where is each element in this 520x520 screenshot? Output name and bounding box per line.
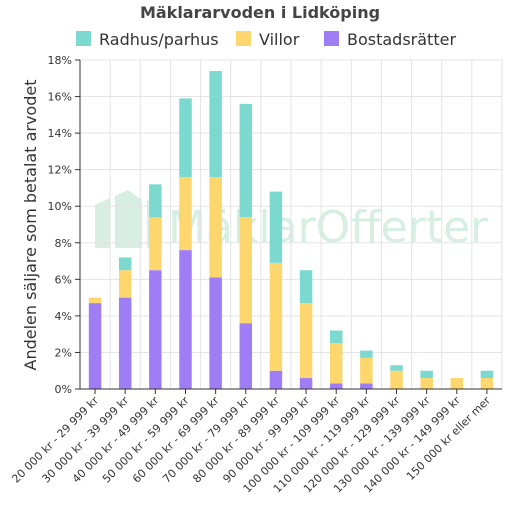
y-tick-label: 12% — [48, 164, 72, 177]
bar-segment-radhus-parhus — [209, 70, 222, 177]
chart-title: Mäklararvoden i Lidköping — [140, 3, 380, 22]
bar-segment-villor — [149, 217, 162, 271]
y-axis-label: Andelen säljare som betalat arvodet — [21, 80, 40, 371]
bar-segment-villor — [329, 343, 343, 384]
bar-segment-villor — [209, 176, 222, 278]
bar-segment-radhus-parhus — [118, 257, 132, 271]
legend-label-1: Villor — [259, 30, 300, 49]
bar-segment-radhus-parhus — [179, 98, 192, 177]
bar-segment-radhus-parhus — [329, 330, 343, 344]
bar-segment-radhus-parhus — [269, 191, 283, 263]
bar-segment-villor — [88, 297, 102, 304]
bar-segment-radhus-parhus — [239, 103, 253, 218]
bar-segment-radhus-parhus — [360, 350, 373, 358]
bar-segment-bostadsr-tter — [360, 383, 373, 389]
bar-segment-villor — [299, 303, 313, 379]
bar-segment-radhus-parhus — [149, 184, 162, 218]
bar-segment-villor — [450, 378, 464, 389]
y-tick-label: 4% — [55, 310, 72, 323]
bar-segment-radhus-parhus — [390, 365, 403, 371]
y-axis: 0% 2% 4% 6% 8% 10% 12% 14% 16% 18% — [48, 54, 81, 396]
bar-segment-bostadsr-tter — [209, 277, 222, 389]
bar-segment-bostadsr-tter — [118, 297, 132, 389]
legend-label-0: Radhus/parhus — [99, 30, 219, 49]
bar-segment-bostadsr-tter — [269, 370, 283, 389]
legend-swatch-0 — [76, 31, 91, 46]
bars — [88, 70, 494, 389]
y-tick-label: 8% — [55, 237, 72, 250]
bar-segment-radhus-parhus — [420, 370, 433, 379]
bar-segment-villor — [179, 176, 192, 251]
bar-segment-bostadsr-tter — [239, 323, 253, 389]
bar-segment-villor — [239, 217, 253, 324]
y-tick-label: 2% — [55, 346, 72, 359]
legend-swatch-1 — [236, 31, 251, 46]
bar-segment-bostadsr-tter — [149, 270, 162, 389]
y-tick-label: 16% — [48, 91, 72, 104]
bar-segment-radhus-parhus — [480, 370, 494, 379]
legend-label-2: Bostadsrätter — [347, 30, 456, 49]
bar-segment-villor — [480, 378, 494, 389]
legend-swatch-2 — [324, 31, 339, 46]
bar-segment-bostadsr-tter — [329, 383, 343, 389]
y-tick-label: 14% — [48, 127, 72, 140]
bar-segment-bostadsr-tter — [179, 250, 192, 389]
y-tick-label: 18% — [48, 54, 72, 67]
bar-segment-villor — [360, 357, 373, 384]
bar-segment-bostadsr-tter — [88, 303, 102, 389]
bar-segment-villor — [118, 270, 132, 298]
bar-segment-villor — [390, 370, 403, 389]
bar-segment-villor — [420, 378, 433, 389]
bar-segment-radhus-parhus — [299, 270, 313, 304]
legend: Radhus/parhus Villor Bostadsrätter — [76, 30, 456, 49]
y-tick-label: 10% — [48, 200, 72, 213]
bar-segment-bostadsr-tter — [299, 378, 313, 389]
y-tick-label: 0% — [55, 383, 72, 396]
y-tick-label: 6% — [55, 273, 72, 286]
bar-segment-villor — [269, 262, 283, 371]
